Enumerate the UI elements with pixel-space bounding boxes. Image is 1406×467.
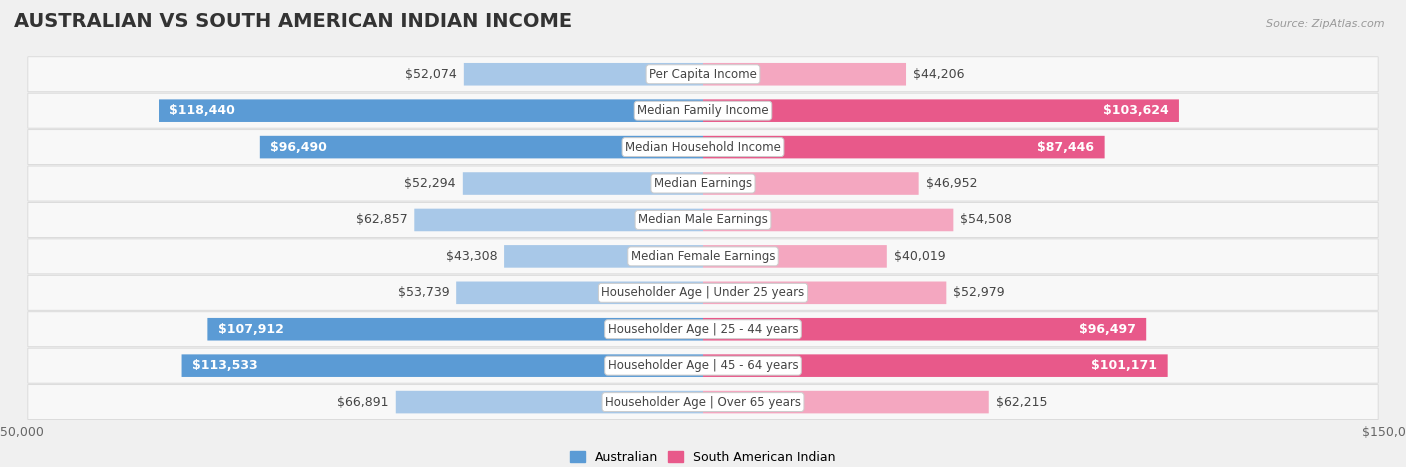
FancyBboxPatch shape	[28, 312, 1378, 347]
Text: $101,171: $101,171	[1091, 359, 1157, 372]
Text: $118,440: $118,440	[169, 104, 235, 117]
Text: Median Household Income: Median Household Income	[626, 141, 780, 154]
Text: $52,294: $52,294	[405, 177, 456, 190]
FancyBboxPatch shape	[703, 172, 918, 195]
Text: $44,206: $44,206	[912, 68, 965, 81]
Text: $53,739: $53,739	[398, 286, 450, 299]
Text: $62,857: $62,857	[356, 213, 408, 226]
FancyBboxPatch shape	[505, 245, 703, 268]
Text: Householder Age | Over 65 years: Householder Age | Over 65 years	[605, 396, 801, 409]
FancyBboxPatch shape	[207, 318, 703, 340]
FancyBboxPatch shape	[159, 99, 703, 122]
Text: $103,624: $103,624	[1102, 104, 1168, 117]
FancyBboxPatch shape	[395, 391, 703, 413]
Text: $46,952: $46,952	[925, 177, 977, 190]
Text: Median Female Earnings: Median Female Earnings	[631, 250, 775, 263]
FancyBboxPatch shape	[415, 209, 703, 231]
FancyBboxPatch shape	[28, 239, 1378, 274]
Text: Householder Age | 45 - 64 years: Householder Age | 45 - 64 years	[607, 359, 799, 372]
Text: $62,215: $62,215	[995, 396, 1047, 409]
Text: $66,891: $66,891	[337, 396, 389, 409]
FancyBboxPatch shape	[260, 136, 703, 158]
FancyBboxPatch shape	[28, 203, 1378, 237]
Text: $54,508: $54,508	[960, 213, 1012, 226]
FancyBboxPatch shape	[28, 385, 1378, 419]
FancyBboxPatch shape	[703, 136, 1105, 158]
Text: $87,446: $87,446	[1038, 141, 1094, 154]
FancyBboxPatch shape	[703, 354, 1167, 377]
Text: Householder Age | Under 25 years: Householder Age | Under 25 years	[602, 286, 804, 299]
Text: Median Male Earnings: Median Male Earnings	[638, 213, 768, 226]
FancyBboxPatch shape	[28, 57, 1378, 92]
FancyBboxPatch shape	[28, 93, 1378, 128]
Text: Median Family Income: Median Family Income	[637, 104, 769, 117]
Legend: Australian, South American Indian: Australian, South American Indian	[565, 446, 841, 467]
FancyBboxPatch shape	[703, 209, 953, 231]
Text: Median Earnings: Median Earnings	[654, 177, 752, 190]
FancyBboxPatch shape	[703, 282, 946, 304]
FancyBboxPatch shape	[703, 318, 1146, 340]
FancyBboxPatch shape	[456, 282, 703, 304]
FancyBboxPatch shape	[28, 130, 1378, 164]
Text: $96,490: $96,490	[270, 141, 328, 154]
Text: $107,912: $107,912	[218, 323, 284, 336]
FancyBboxPatch shape	[703, 99, 1180, 122]
FancyBboxPatch shape	[703, 245, 887, 268]
Text: Per Capita Income: Per Capita Income	[650, 68, 756, 81]
Text: $43,308: $43,308	[446, 250, 498, 263]
FancyBboxPatch shape	[28, 276, 1378, 310]
FancyBboxPatch shape	[703, 63, 905, 85]
FancyBboxPatch shape	[181, 354, 703, 377]
FancyBboxPatch shape	[464, 63, 703, 85]
FancyBboxPatch shape	[463, 172, 703, 195]
Text: $96,497: $96,497	[1078, 323, 1136, 336]
FancyBboxPatch shape	[28, 166, 1378, 201]
Text: $40,019: $40,019	[894, 250, 945, 263]
Text: $52,074: $52,074	[405, 68, 457, 81]
Text: Householder Age | 25 - 44 years: Householder Age | 25 - 44 years	[607, 323, 799, 336]
Text: $113,533: $113,533	[191, 359, 257, 372]
Text: $52,979: $52,979	[953, 286, 1005, 299]
Text: AUSTRALIAN VS SOUTH AMERICAN INDIAN INCOME: AUSTRALIAN VS SOUTH AMERICAN INDIAN INCO…	[14, 12, 572, 30]
FancyBboxPatch shape	[703, 391, 988, 413]
Text: Source: ZipAtlas.com: Source: ZipAtlas.com	[1267, 19, 1385, 28]
FancyBboxPatch shape	[28, 348, 1378, 383]
